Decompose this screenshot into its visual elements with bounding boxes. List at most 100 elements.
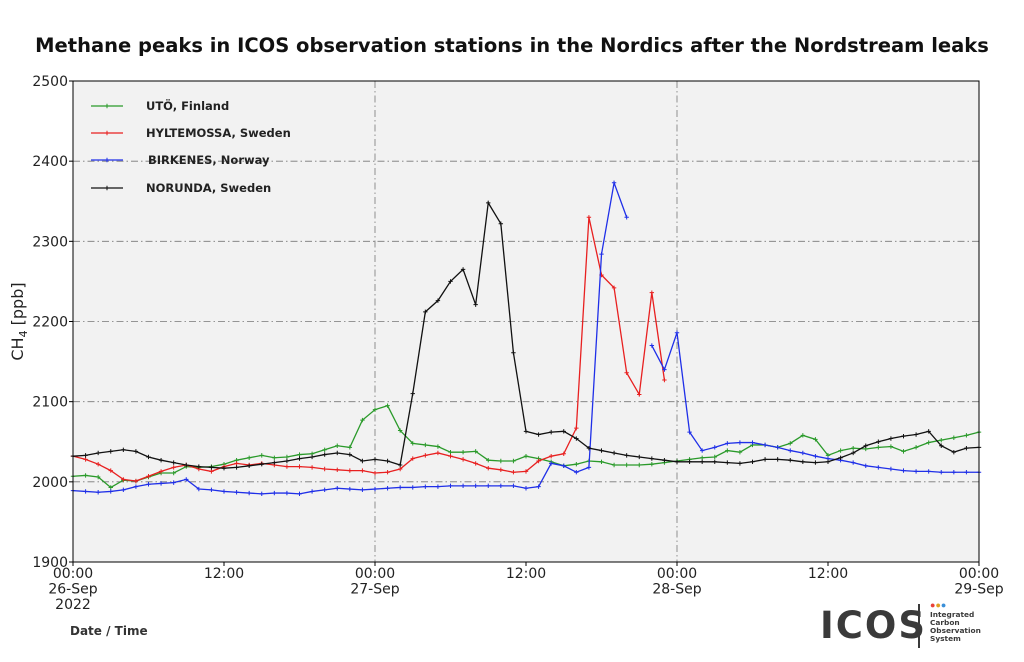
data-point (146, 454, 151, 460)
data-point (146, 474, 151, 479)
data-point (561, 451, 566, 456)
legend-marker (104, 185, 110, 191)
x-tick-label: 2022 (55, 597, 91, 613)
chart-title: Methane peaks in ICOS observation statio… (35, 34, 989, 57)
data-point (209, 469, 214, 474)
data-point (347, 445, 353, 450)
data-point (284, 464, 290, 469)
data-point (347, 468, 353, 473)
data-point (309, 465, 315, 470)
y-tick-label: 2300 (32, 234, 68, 250)
data-point (435, 444, 441, 449)
x-tick-label: 12:00 (204, 566, 244, 582)
data-point (687, 429, 692, 435)
data-point (335, 443, 340, 448)
data-point (624, 462, 629, 468)
data-point (838, 455, 843, 460)
data-point (95, 450, 101, 456)
data-point (322, 452, 327, 457)
data-point (309, 454, 315, 460)
data-point (649, 290, 655, 295)
legend-item: NORUNDA, Sweden (91, 181, 271, 195)
data-point (913, 432, 919, 437)
data-point (108, 489, 113, 494)
legend-label: HYLTEMOSSA, Sweden (146, 126, 291, 140)
x-tick-label: 00:00 (657, 566, 697, 582)
data-point (813, 437, 818, 442)
y-tick-label: 2400 (32, 154, 68, 170)
data-point (662, 377, 667, 383)
data-point (460, 267, 466, 272)
data-point (737, 449, 743, 455)
data-point (397, 462, 403, 468)
data-point (637, 454, 642, 460)
data-point (121, 487, 126, 493)
data-point (423, 309, 428, 315)
data-point (397, 428, 403, 433)
data-point (473, 449, 478, 454)
x-tick-label: 29-Sep (954, 582, 1003, 598)
data-point (737, 440, 743, 445)
data-point (511, 350, 516, 355)
data-point (939, 443, 944, 448)
data-point (762, 442, 768, 448)
data-point (360, 458, 365, 464)
data-point (460, 449, 466, 455)
x-tick-label: 00:00 (959, 566, 999, 582)
data-point (95, 474, 101, 480)
icos-logo: ICOS ●●● Integrated Carbon Observation S… (820, 600, 1010, 650)
data-point (259, 461, 264, 467)
data-point (423, 453, 428, 458)
data-point (473, 461, 478, 466)
data-point (637, 392, 642, 397)
data-point (687, 459, 692, 464)
legend-label: BIRKENES, Norway (148, 153, 270, 167)
data-point (448, 449, 453, 455)
logo-divider (918, 604, 920, 648)
data-point (171, 470, 176, 476)
data-point (662, 457, 667, 463)
data-point (347, 486, 353, 492)
data-point (511, 458, 516, 464)
data-point (712, 459, 717, 464)
data-point (196, 464, 202, 469)
data-point (901, 449, 906, 454)
data-point (372, 407, 378, 412)
data-point (523, 429, 529, 434)
data-point (876, 439, 881, 444)
data-point (246, 455, 252, 460)
data-point (435, 484, 441, 489)
data-point (548, 461, 554, 466)
data-point (108, 468, 113, 473)
data-point (561, 429, 566, 434)
data-point (221, 489, 227, 494)
data-point (360, 468, 365, 473)
data-point (335, 486, 340, 491)
logo-sub-line: Observation (930, 626, 981, 635)
series-line (72, 217, 666, 482)
data-point (486, 457, 491, 463)
data-point (335, 467, 340, 473)
data-point (712, 445, 717, 450)
data-point (448, 279, 453, 284)
data-point (712, 454, 717, 460)
data-point (498, 467, 504, 473)
data-point (926, 469, 931, 474)
data-point (171, 480, 176, 485)
data-point (599, 459, 604, 464)
data-point (234, 461, 239, 466)
data-point (322, 447, 327, 452)
x-tick-label: 27-Sep (350, 582, 399, 598)
data-point (259, 491, 264, 497)
data-point (913, 445, 919, 450)
data-point (246, 490, 252, 496)
data-point (876, 445, 881, 450)
data-point (158, 469, 164, 474)
data-point (964, 433, 969, 438)
data-point (536, 432, 541, 437)
data-point (410, 485, 415, 490)
data-point (209, 487, 214, 493)
data-point (913, 469, 919, 474)
data-point (674, 330, 680, 335)
legend-label: NORUNDA, Sweden (146, 181, 271, 195)
